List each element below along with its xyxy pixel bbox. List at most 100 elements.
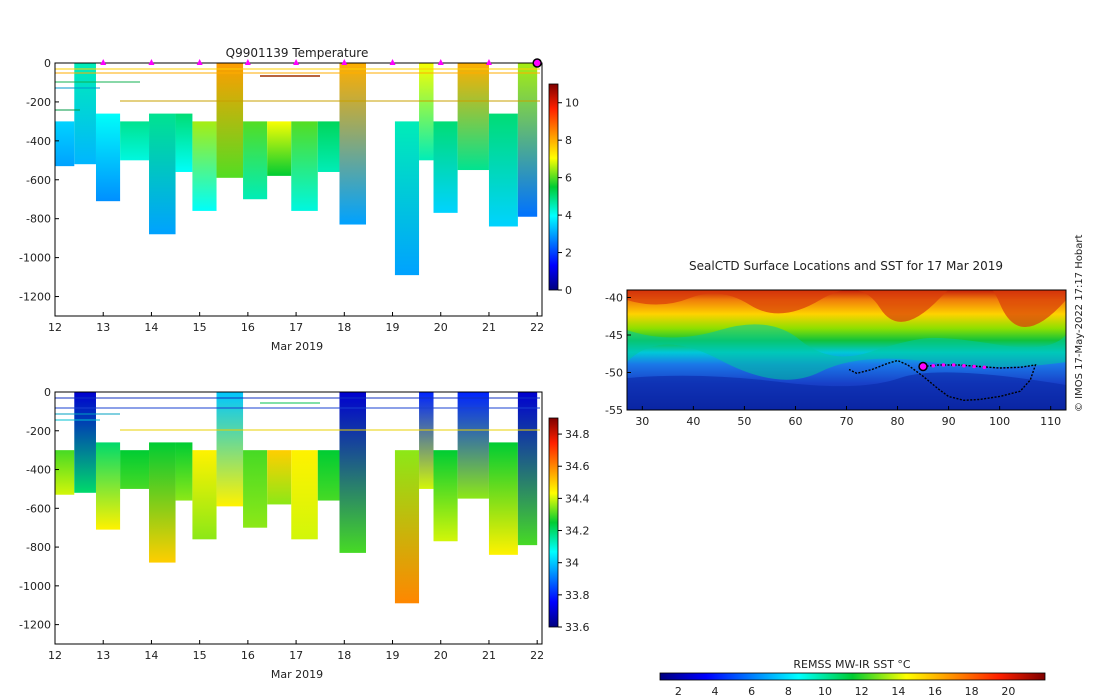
recent-position	[962, 363, 966, 368]
y-tick-label: -800	[26, 213, 51, 226]
colorbar-tick-label: 20	[1001, 685, 1015, 698]
y-tick-label: -1000	[19, 252, 51, 265]
colorbar-tick-label: 34.2	[565, 525, 590, 538]
temperature-colorbar	[548, 83, 559, 291]
profile-bar	[243, 121, 268, 200]
salinity-thin-lines	[55, 397, 540, 431]
profile-marker	[148, 59, 155, 65]
colorbar-tick-label: 2	[565, 247, 572, 260]
salinity-y-ticks: 0 -200 -400 -600 -800 -1000 -1200	[19, 386, 59, 632]
profile-marker	[341, 59, 348, 65]
y-tick-label: -200	[26, 425, 51, 438]
profile-bar	[457, 392, 489, 499]
profile-bar	[291, 450, 318, 540]
y-tick-label: -400	[26, 464, 51, 477]
profile-bar	[55, 450, 75, 495]
salinity-panel: 0 -200 -400 -600 -800 -1000 -1200 12 13 14 15 16 17…	[19, 386, 589, 681]
y-tick-label: -50	[605, 367, 623, 380]
profile-bar	[149, 113, 176, 235]
profile-bar	[175, 113, 193, 172]
x-tick-label: 16	[241, 649, 255, 662]
recent-position	[941, 363, 946, 367]
colorbar-tick-label: 18	[965, 685, 979, 698]
seal-track	[848, 359, 1037, 402]
colorbar-tick-label: 33.6	[565, 621, 590, 634]
sst-front	[627, 324, 1066, 380]
y-tick-label: -400	[26, 135, 51, 148]
profile-bar	[192, 121, 217, 211]
x-tick-label: 19	[386, 649, 400, 662]
colorbar-tick-label: 33.8	[565, 589, 590, 602]
profile-marker	[100, 59, 107, 65]
salinity-profiles	[55, 392, 538, 604]
sst-map-panel: SealCTD Surface Locations and SST for 17…	[605, 259, 1067, 698]
profile-bar	[120, 450, 150, 489]
y-tick-label: -1000	[19, 580, 51, 593]
colorbar-tick-label: 4	[565, 209, 572, 222]
temperature-y-ticks: 0 -200 -400 -600 -800 -1000 -1200	[19, 57, 59, 304]
recent-position	[951, 363, 956, 367]
x-tick-label: 40	[686, 415, 700, 428]
sst-colorbar-label: REMSS MW-IR SST °C	[793, 658, 911, 671]
profile-bar	[192, 450, 217, 540]
colorbar-tick-label: 16	[928, 685, 942, 698]
x-tick-label: 19	[386, 321, 400, 334]
profile-bar	[267, 450, 292, 505]
x-tick-label: 12	[48, 649, 62, 662]
profile-bar	[175, 442, 193, 501]
colorbar-tick-label: 8	[565, 134, 572, 147]
profile-bar	[517, 392, 538, 546]
salinity-colorbar-ticks: 33.6 33.8 34 34.2 34.4 34.6 34.8	[558, 428, 590, 634]
colorbar-tick-label: 6	[565, 172, 572, 185]
x-tick-label: 15	[193, 649, 207, 662]
colorbar-tick-label: 10	[565, 97, 579, 110]
colorbar-tick-label: 8	[785, 685, 792, 698]
profile-bar	[291, 121, 318, 211]
colorbar-tick-label: 14	[891, 685, 905, 698]
profile-bar	[95, 113, 121, 202]
y-tick-label: -40	[605, 292, 623, 305]
profile-bar	[419, 392, 434, 489]
temperature-profiles	[55, 63, 538, 276]
sst-map-title: SealCTD Surface Locations and SST for 17…	[689, 259, 1003, 273]
profile-marker	[244, 59, 251, 65]
x-tick-label: 17	[289, 321, 303, 334]
profile-bar	[433, 450, 458, 542]
salinity-colorbar	[548, 417, 559, 628]
salinity-axes-frame	[54, 391, 543, 645]
temperature-x-ticks: 12 13 14 15 16 17 18 19 20 21 22	[48, 312, 544, 334]
colorbar-tick-label: 34.8	[565, 428, 590, 441]
sst-warm-band	[627, 290, 1066, 327]
profile-bar	[95, 442, 121, 530]
colorbar-tick-label: 10	[818, 685, 832, 698]
colorbar-tick-label: 6	[748, 685, 755, 698]
profile-bar	[120, 121, 150, 161]
y-tick-label: -1200	[19, 619, 51, 632]
y-tick-label: 0	[44, 386, 51, 399]
profile-bar	[317, 450, 340, 501]
profile-bar	[216, 63, 244, 178]
profile-bar	[339, 63, 367, 225]
temperature-thin-lines	[55, 68, 540, 111]
salinity-x-label: Mar 2019	[271, 668, 323, 681]
x-tick-label: 21	[482, 321, 496, 334]
profile-bar	[243, 450, 268, 528]
profile-bar	[149, 442, 176, 563]
sst-colorbar-ticks: 2 4 6 8 10 12 14 16 18 20	[675, 685, 1016, 698]
profile-bar	[339, 392, 367, 553]
x-tick-label: 22	[530, 321, 544, 334]
x-tick-label: 80	[891, 415, 905, 428]
y-tick-label: -55	[605, 404, 623, 417]
colorbar-tick-label: 34.4	[565, 492, 590, 505]
colorbar-tick-label: 0	[565, 284, 572, 297]
profile-marker	[485, 59, 492, 65]
x-tick-label: 14	[144, 649, 158, 662]
profile-marker	[293, 59, 300, 65]
sst-map-y-ticks: -40 -45 -50 -55	[605, 292, 631, 417]
profile-bar	[457, 63, 489, 171]
colorbar-tick-label: 2	[675, 685, 682, 698]
sst-cold-band	[627, 372, 1066, 410]
x-tick-label: 17	[289, 649, 303, 662]
x-tick-label: 20	[434, 649, 448, 662]
colorbar-tick-label: 34.6	[565, 460, 590, 473]
